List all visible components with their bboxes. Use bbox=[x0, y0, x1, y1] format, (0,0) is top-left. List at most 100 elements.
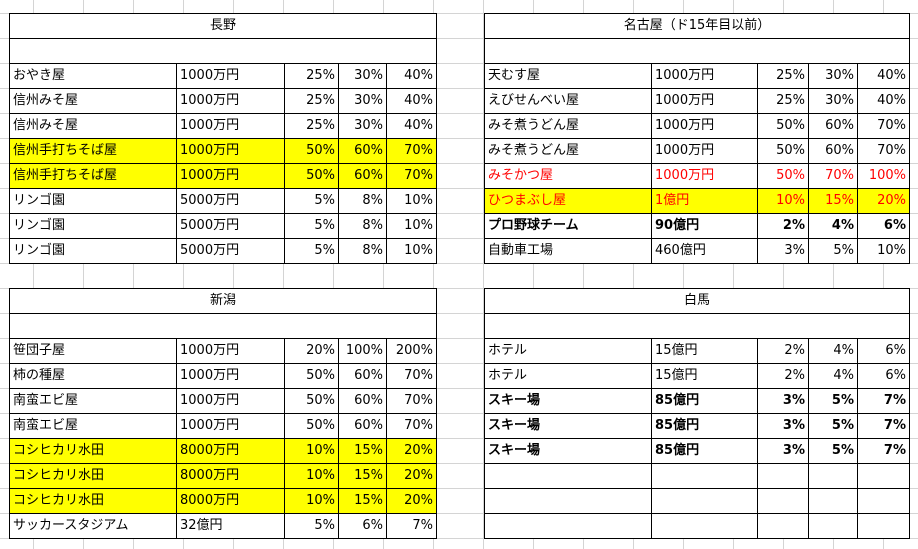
price-cell[interactable]: 85億円 bbox=[651, 388, 758, 414]
rate-3-cell[interactable]: 70% bbox=[386, 363, 437, 389]
rate-3-cell[interactable]: 7% bbox=[857, 438, 910, 464]
rate-1-cell[interactable] bbox=[757, 463, 809, 489]
rate-3-cell[interactable]: 20% bbox=[386, 438, 437, 464]
rate-1-cell[interactable]: 10% bbox=[284, 463, 339, 489]
rate-1-cell[interactable]: 3% bbox=[757, 438, 809, 464]
rate-2-cell[interactable]: 100% bbox=[338, 338, 387, 364]
block-title[interactable]: 新潟 bbox=[9, 288, 437, 314]
rate-1-cell[interactable]: 10% bbox=[757, 188, 809, 214]
block-title[interactable]: 白馬 bbox=[484, 288, 910, 314]
rate-1-cell[interactable]: 50% bbox=[757, 113, 809, 139]
rate-3-cell[interactable]: 20% bbox=[857, 188, 910, 214]
rate-2-cell[interactable]: 30% bbox=[808, 88, 858, 114]
price-cell[interactable]: 1000万円 bbox=[176, 88, 285, 114]
rate-3-cell[interactable]: 10% bbox=[857, 238, 910, 264]
property-name-cell[interactable]: リンゴ園 bbox=[9, 238, 177, 264]
rate-3-cell[interactable]: 100% bbox=[857, 163, 910, 189]
rate-3-cell[interactable] bbox=[857, 488, 910, 514]
rate-2-cell[interactable] bbox=[808, 488, 858, 514]
rate-1-cell[interactable]: 5% bbox=[284, 238, 339, 264]
rate-1-cell[interactable]: 3% bbox=[757, 413, 809, 439]
rate-2-cell[interactable]: 4% bbox=[808, 213, 858, 239]
property-name-cell[interactable]: ホテル bbox=[484, 338, 652, 364]
property-name-cell[interactable]: プロ野球チーム bbox=[484, 213, 652, 239]
rate-3-cell[interactable]: 20% bbox=[386, 463, 437, 489]
rate-1-cell[interactable] bbox=[757, 513, 809, 539]
blank-cell[interactable] bbox=[9, 313, 437, 339]
property-name-cell[interactable]: 柿の種屋 bbox=[9, 363, 177, 389]
block-title[interactable]: 名古屋（ド15年目以前） bbox=[484, 13, 910, 39]
property-name-cell[interactable]: 信州手打ちそば屋 bbox=[9, 163, 177, 189]
property-name-cell[interactable]: 信州手打ちそば屋 bbox=[9, 138, 177, 164]
rate-3-cell[interactable]: 70% bbox=[857, 138, 910, 164]
rate-2-cell[interactable]: 60% bbox=[338, 138, 387, 164]
rate-2-cell[interactable]: 5% bbox=[808, 438, 858, 464]
price-cell[interactable]: 5000万円 bbox=[176, 238, 285, 264]
price-cell[interactable]: 1000万円 bbox=[651, 163, 758, 189]
property-name-cell[interactable] bbox=[484, 488, 652, 514]
rate-1-cell[interactable]: 50% bbox=[284, 413, 339, 439]
price-cell[interactable]: 8000万円 bbox=[176, 488, 285, 514]
property-name-cell[interactable]: コシヒカリ水田 bbox=[9, 463, 177, 489]
price-cell[interactable] bbox=[651, 463, 758, 489]
property-name-cell[interactable]: リンゴ園 bbox=[9, 213, 177, 239]
rate-1-cell[interactable]: 2% bbox=[757, 338, 809, 364]
rate-1-cell[interactable]: 2% bbox=[757, 363, 809, 389]
price-cell[interactable]: 90億円 bbox=[651, 213, 758, 239]
property-name-cell[interactable]: 天むす屋 bbox=[484, 63, 652, 89]
price-cell[interactable]: 15億円 bbox=[651, 363, 758, 389]
property-name-cell[interactable]: ホテル bbox=[484, 363, 652, 389]
block-title[interactable]: 長野 bbox=[9, 13, 437, 39]
rate-3-cell[interactable]: 40% bbox=[386, 88, 437, 114]
blank-cell[interactable] bbox=[9, 38, 437, 64]
price-cell[interactable]: 1000万円 bbox=[176, 113, 285, 139]
rate-2-cell[interactable] bbox=[808, 463, 858, 489]
price-cell[interactable]: 1000万円 bbox=[176, 363, 285, 389]
rate-2-cell[interactable]: 30% bbox=[338, 63, 387, 89]
price-cell[interactable]: 8000万円 bbox=[176, 438, 285, 464]
rate-2-cell[interactable]: 60% bbox=[808, 138, 858, 164]
price-cell[interactable]: 1000万円 bbox=[651, 138, 758, 164]
rate-2-cell[interactable]: 5% bbox=[808, 238, 858, 264]
price-cell[interactable]: 1000万円 bbox=[176, 413, 285, 439]
rate-2-cell[interactable]: 5% bbox=[808, 388, 858, 414]
property-name-cell[interactable]: 信州みそ屋 bbox=[9, 113, 177, 139]
rate-2-cell[interactable]: 30% bbox=[338, 88, 387, 114]
property-name-cell[interactable] bbox=[484, 463, 652, 489]
rate-2-cell[interactable]: 60% bbox=[338, 163, 387, 189]
rate-3-cell[interactable]: 10% bbox=[386, 188, 437, 214]
rate-2-cell[interactable]: 60% bbox=[338, 363, 387, 389]
rate-1-cell[interactable]: 50% bbox=[757, 138, 809, 164]
rate-2-cell[interactable]: 30% bbox=[338, 113, 387, 139]
price-cell[interactable]: 460億円 bbox=[651, 238, 758, 264]
rate-3-cell[interactable] bbox=[857, 513, 910, 539]
rate-3-cell[interactable]: 6% bbox=[857, 363, 910, 389]
rate-3-cell[interactable]: 40% bbox=[857, 63, 910, 89]
rate-1-cell[interactable]: 25% bbox=[284, 63, 339, 89]
rate-1-cell[interactable]: 10% bbox=[284, 438, 339, 464]
price-cell[interactable]: 5000万円 bbox=[176, 188, 285, 214]
rate-3-cell[interactable]: 7% bbox=[857, 388, 910, 414]
property-name-cell[interactable]: スキー場 bbox=[484, 388, 652, 414]
price-cell[interactable]: 5000万円 bbox=[176, 213, 285, 239]
rate-2-cell[interactable]: 60% bbox=[338, 413, 387, 439]
price-cell[interactable] bbox=[651, 513, 758, 539]
property-name-cell[interactable]: ひつまぶし屋 bbox=[484, 188, 652, 214]
rate-3-cell[interactable]: 40% bbox=[386, 63, 437, 89]
price-cell[interactable]: 1000万円 bbox=[651, 63, 758, 89]
rate-1-cell[interactable]: 5% bbox=[284, 188, 339, 214]
rate-3-cell[interactable]: 10% bbox=[386, 213, 437, 239]
property-name-cell[interactable] bbox=[484, 513, 652, 539]
rate-2-cell[interactable]: 15% bbox=[808, 188, 858, 214]
rate-1-cell[interactable]: 10% bbox=[284, 488, 339, 514]
rate-3-cell[interactable]: 7% bbox=[857, 413, 910, 439]
property-name-cell[interactable]: コシヒカリ水田 bbox=[9, 438, 177, 464]
rate-1-cell[interactable]: 50% bbox=[284, 163, 339, 189]
rate-1-cell[interactable]: 50% bbox=[284, 388, 339, 414]
rate-3-cell[interactable]: 10% bbox=[386, 238, 437, 264]
rate-3-cell[interactable]: 70% bbox=[386, 388, 437, 414]
rate-1-cell[interactable]: 3% bbox=[757, 388, 809, 414]
rate-3-cell[interactable]: 70% bbox=[386, 413, 437, 439]
price-cell[interactable]: 1000万円 bbox=[176, 163, 285, 189]
price-cell[interactable]: 1000万円 bbox=[651, 113, 758, 139]
